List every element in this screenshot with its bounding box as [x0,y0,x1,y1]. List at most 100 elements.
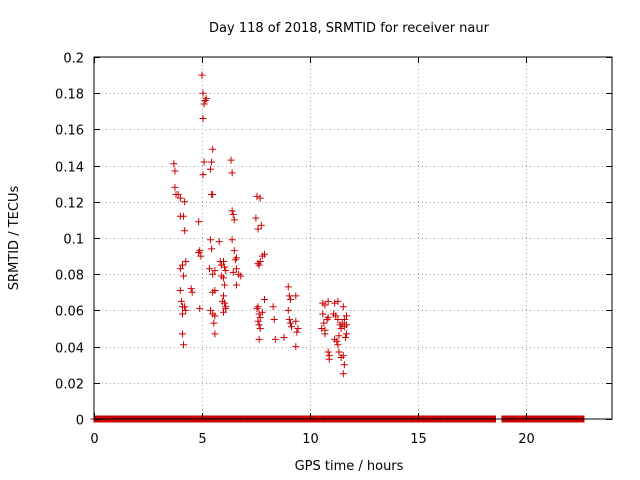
data-point [343,312,351,320]
data-point [232,281,240,289]
data-point [343,330,351,338]
x-tick-label: 10 [302,432,319,447]
data-point [253,192,261,200]
data-point [220,258,227,266]
data-point [333,337,341,345]
data-point [338,319,346,327]
data-point [232,265,240,273]
data-point [231,256,239,264]
data-point [340,361,348,369]
data-point [170,160,178,168]
data-point [318,325,326,332]
axis-ticks: 0 0.02 0.04 0.06 0.08 0.1 0.12 0.14 0.16 0.18 0.2 0… [55,52,612,447]
data-point [343,321,351,329]
data-point [221,299,229,307]
data-point [176,286,184,294]
data-point [178,330,186,338]
data-point [255,310,263,318]
data-point [176,265,184,273]
data-point [174,191,182,199]
data-point [324,348,332,356]
data-point [202,95,210,103]
y-tick-label: 0.16 [55,124,84,139]
data-point [176,194,184,202]
data-point [210,319,218,327]
x-tick-label: 20 [518,432,535,447]
data-point [199,171,207,179]
data-point [177,297,185,305]
data-point [339,303,347,311]
data-point [196,247,204,255]
data-point [253,305,261,313]
data-point [261,296,269,304]
data-point [292,343,300,351]
y-tick-label: 0.02 [55,378,84,393]
data-point [258,308,266,316]
x-tick-label: 15 [410,432,427,447]
x-tick-label: 5 [198,432,206,447]
data-point [229,268,237,276]
data-point [339,370,347,378]
data-point [220,274,227,282]
data-point [256,258,264,266]
data-point [257,221,265,229]
data-point [321,330,329,338]
data-point [196,305,204,313]
y-axis-label: SRMTID / TECUs [7,186,22,291]
data-point [201,96,209,104]
data-point [222,267,230,275]
data-point [208,158,216,166]
data-point [221,263,229,271]
data-point [332,312,340,320]
data-point [178,310,186,318]
data-point [252,214,260,222]
data-point [286,296,294,304]
data-point [182,258,190,266]
data-point [207,165,215,173]
data-point [284,306,292,314]
data-point [228,207,236,215]
data-point [229,210,237,218]
y-tick-label: 0.1 [63,233,84,248]
data-point [209,270,217,278]
data-point [209,145,217,153]
data-point [335,332,343,340]
data-point [319,310,327,318]
chart-title: Day 118 of 2018, SRMTID for receiver nau… [209,21,490,36]
data-point [335,348,343,356]
data-point [337,325,345,332]
data-point [341,334,349,342]
data-point [254,225,262,233]
data-point [205,265,213,273]
data-point [255,261,263,269]
data-point [178,261,186,269]
data-point [222,305,230,313]
y-tick-label: 0.04 [55,342,84,357]
x-tick-label: 0 [90,432,98,447]
data-point [181,303,189,311]
data-point [256,325,264,332]
y-tick-label: 0.06 [55,305,84,320]
data-point [321,301,329,309]
data-point [228,169,236,177]
data-point [180,212,188,220]
data-point [286,319,294,327]
data-point [181,227,189,235]
data-point [187,285,195,293]
data-point [211,312,219,320]
y-tick-label: 0.08 [55,269,84,284]
data-point [221,281,229,289]
y-tick-label: 0.12 [55,197,84,212]
data-point [199,89,207,97]
data-point [180,341,188,349]
data-point [270,315,278,323]
data-point [208,245,216,253]
data-point [340,315,348,323]
data-point [211,330,219,338]
data-point [325,355,333,363]
data-point [255,335,263,343]
data-point [324,297,332,305]
data-point [339,352,347,360]
data-point [256,314,264,322]
data-point [237,272,245,280]
